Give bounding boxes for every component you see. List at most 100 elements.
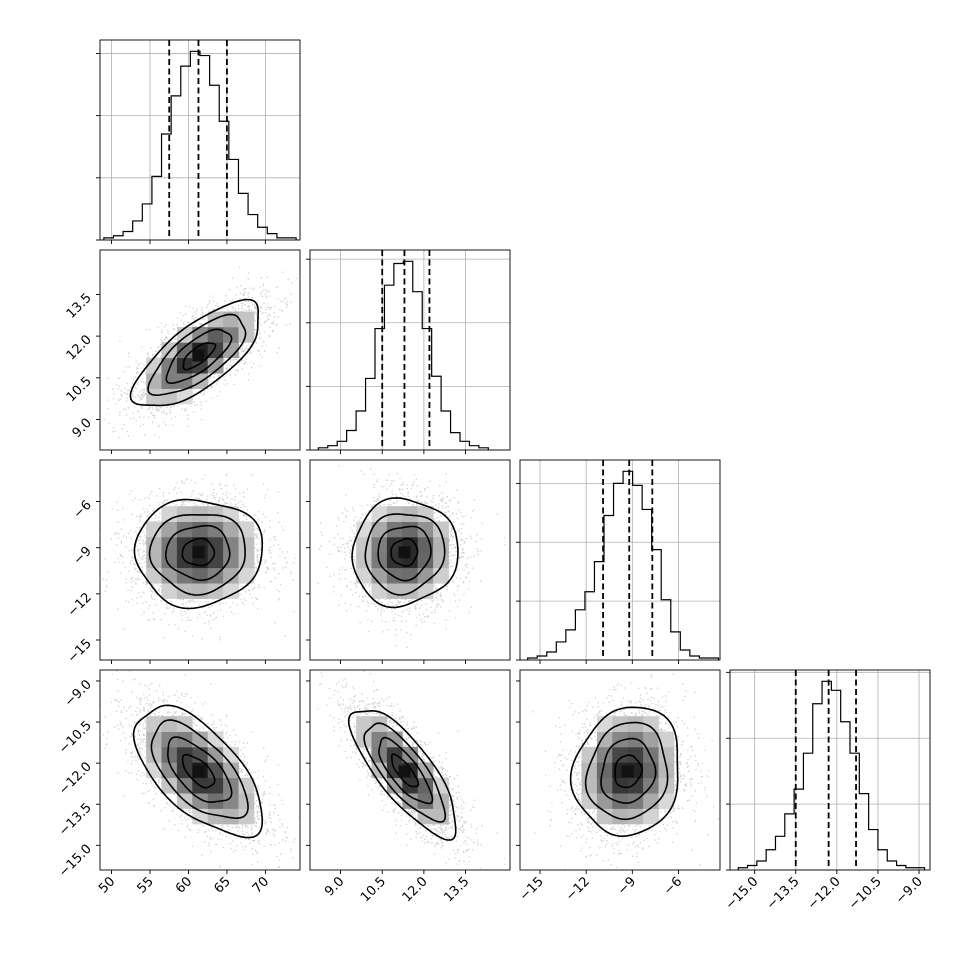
density-cell [643,746,659,763]
density-cell [627,716,644,732]
hist-panel-1 [306,249,511,454]
contours [129,298,260,407]
panel-1-0 [96,249,301,454]
density-cell [417,793,434,809]
x-tick-label: −15 [517,874,547,904]
panel-frame [99,249,301,451]
contour-level-3 [347,709,457,841]
y-tick-label: 12.0 [64,332,95,363]
density-cell [433,567,449,584]
panel-frame [309,459,511,661]
density-cell [176,388,193,405]
density-cell [643,808,659,825]
density-cell [161,373,178,389]
panel-3-1 [306,669,511,874]
contour-level-2 [364,513,446,596]
density-cell [356,552,372,569]
panel-content [317,465,506,648]
density-cell [643,731,659,748]
density-cell [176,583,193,599]
density-cell [581,762,598,779]
density-peak [621,765,634,778]
density-cell [146,536,162,553]
x-tick-label: −9.0 [893,874,926,907]
density-cell [356,536,372,553]
hist-panel-3 [726,669,931,874]
density-peak [192,546,205,559]
density-cell [223,567,239,584]
contour-level-1 [377,525,432,582]
density-cell [371,521,388,538]
x-tick-label: −15.0 [723,874,762,913]
density-cell [433,536,449,553]
density-shading [146,506,255,599]
contour-level-0 [181,537,216,567]
x-tick-label: 50 [96,874,118,896]
panel-content [100,266,298,439]
hist-frame-3 [729,669,931,871]
x-tick-label: 65 [211,874,233,896]
x-tick-label: 70 [250,874,272,896]
panel-content [100,460,300,641]
x-tick-label: 10.5 [358,874,389,905]
density-cell [386,567,403,584]
y-tick-label: 9.0 [70,416,95,441]
panel-frame [519,669,721,871]
density-cell [146,731,162,748]
density-cell [207,552,224,569]
density-cell [643,716,659,732]
density-cell [238,808,255,825]
density-cell [223,762,239,779]
contours [133,498,264,610]
density-cell [146,552,162,569]
density-cell [371,583,388,599]
density-cell [402,567,419,584]
y-tick-label: −9 [71,544,95,568]
density-cell [161,731,178,748]
y-tick-label: −6 [71,498,95,522]
panel-frame [309,669,511,871]
contour-level-1 [167,736,233,803]
density-cell [223,583,239,599]
density-cell [146,373,162,389]
density-cell [402,583,419,599]
panel-content [532,673,719,870]
contour-level-3 [351,497,459,609]
density-cell [223,793,239,809]
density-cell [596,808,613,825]
density-cell [402,793,419,809]
density-cell [627,746,644,763]
density-cell [371,506,388,522]
hist-panel-0 [96,39,301,244]
density-cell [161,536,178,553]
x-tick-label: −13.5 [764,874,803,913]
y-tick-label: −13.5 [56,800,95,839]
contour-level-0 [181,753,216,789]
hist-frame-0 [99,39,301,241]
density-cell [238,552,255,569]
density-cell [643,793,659,809]
x-tick-label: 13.5 [441,874,472,905]
contour-level-0 [390,753,420,788]
density-cell [192,731,209,748]
histogram-3 [737,680,926,870]
density-cell [238,777,255,794]
density-cell [192,583,209,599]
contours [569,706,679,838]
x-tick-label: −9 [615,874,639,898]
density-cell [238,793,255,809]
density-cell [207,808,224,825]
density-cell [238,311,255,328]
contour-level-2 [147,313,247,397]
density-cell [238,567,255,584]
density-cell [161,521,178,538]
histogram-0 [103,50,297,240]
panel-frame [99,459,301,661]
contour-level-1 [165,328,233,385]
contour-level-3 [129,298,260,407]
density-cell [161,388,178,405]
x-tick-label: 9.0 [322,874,347,899]
density-peak [398,765,411,778]
x-tick-label: −12.0 [805,874,844,913]
